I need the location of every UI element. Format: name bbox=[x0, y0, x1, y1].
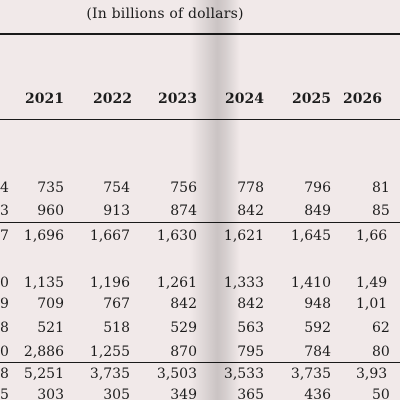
cell-2026: 81 bbox=[372, 180, 390, 196]
cell-2023: 874 bbox=[170, 203, 197, 219]
cell-fragment: 8 bbox=[0, 366, 9, 382]
cell-2023: 870 bbox=[170, 344, 197, 360]
cell-2021: 709 bbox=[37, 296, 64, 312]
cell-fragment: 5 bbox=[0, 387, 9, 400]
year-header-2021: 2021 bbox=[25, 91, 64, 107]
table-subtitle: (In billions of dollars) bbox=[86, 6, 244, 22]
header-bottom-rule bbox=[0, 119, 400, 120]
cell-2024: 778 bbox=[237, 180, 264, 196]
cell-2022: 305 bbox=[103, 387, 130, 400]
year-header-2026: 2026 bbox=[343, 91, 382, 107]
cell-2026: 1,01 bbox=[356, 296, 388, 312]
cell-2023: 529 bbox=[170, 320, 197, 336]
cell-2024: 563 bbox=[237, 320, 264, 336]
cell-2025: 796 bbox=[304, 180, 331, 196]
cell-2026: 1,66 bbox=[356, 228, 388, 244]
cell-2025: 592 bbox=[304, 320, 331, 336]
cell-2023: 1,261 bbox=[156, 275, 197, 291]
cell-fragment: 0 bbox=[0, 275, 9, 291]
cell-2025: 436 bbox=[304, 387, 331, 400]
cell-2023: 756 bbox=[170, 180, 197, 196]
cell-2026: 1,49 bbox=[356, 275, 388, 291]
cell-2025: 948 bbox=[304, 296, 331, 312]
year-header-2023: 2023 bbox=[158, 91, 197, 107]
cell-2024: 842 bbox=[237, 296, 264, 312]
cell-2023: 3,503 bbox=[156, 366, 197, 382]
cell-2021: 2,886 bbox=[23, 344, 64, 360]
cell-2025: 1,410 bbox=[290, 275, 331, 291]
cell-2026: 85 bbox=[372, 203, 390, 219]
cell-2021: 521 bbox=[37, 320, 64, 336]
cell-2024: 795 bbox=[237, 344, 264, 360]
cell-2024: 3,533 bbox=[223, 366, 264, 382]
cell-2023: 842 bbox=[170, 296, 197, 312]
cell-2025: 784 bbox=[304, 344, 331, 360]
cell-fragment: 4 bbox=[0, 180, 9, 196]
cell-2025: 849 bbox=[304, 203, 331, 219]
cell-fragment: 7 bbox=[0, 228, 9, 244]
cell-2022: 1,255 bbox=[89, 344, 130, 360]
cell-2023: 349 bbox=[170, 387, 197, 400]
cell-2021: 1,696 bbox=[23, 228, 64, 244]
cell-2026: 3,93 bbox=[356, 366, 388, 382]
cell-2024: 365 bbox=[237, 387, 264, 400]
cell-2023: 1,630 bbox=[156, 228, 197, 244]
year-header-2022: 2022 bbox=[93, 91, 132, 107]
cell-2022: 913 bbox=[103, 203, 130, 219]
cell-2025: 3,735 bbox=[290, 366, 331, 382]
cell-2025: 1,645 bbox=[290, 228, 331, 244]
year-header-2024: 2024 bbox=[225, 91, 264, 107]
cell-2022: 767 bbox=[103, 296, 130, 312]
cell-2024: 842 bbox=[237, 203, 264, 219]
cell-2026: 62 bbox=[372, 320, 390, 336]
cell-fragment: 8 bbox=[0, 320, 9, 336]
cell-fragment: 3 bbox=[0, 203, 9, 219]
cell-2021: 960 bbox=[37, 203, 64, 219]
cell-2021: 5,251 bbox=[23, 366, 64, 382]
cell-2022: 518 bbox=[103, 320, 130, 336]
cell-2026: 50 bbox=[372, 387, 390, 400]
cell-2024: 1,333 bbox=[223, 275, 264, 291]
cell-2022: 3,735 bbox=[89, 366, 130, 382]
total-rule bbox=[0, 362, 400, 363]
cell-fragment: 0 bbox=[0, 344, 9, 360]
cell-2021: 735 bbox=[37, 180, 64, 196]
cell-2026: 80 bbox=[372, 344, 390, 360]
cell-2021: 1,135 bbox=[23, 275, 64, 291]
cell-2024: 1,621 bbox=[223, 228, 264, 244]
year-header-2025: 2025 bbox=[292, 91, 331, 107]
cell-2022: 1,667 bbox=[89, 228, 130, 244]
scan-shadow bbox=[190, 0, 240, 400]
header-top-rule bbox=[0, 33, 400, 35]
cell-2022: 754 bbox=[103, 180, 130, 196]
cell-2022: 1,196 bbox=[89, 275, 130, 291]
cell-2021: 303 bbox=[37, 387, 64, 400]
cell-fragment: 9 bbox=[0, 296, 9, 312]
subtotal-rule bbox=[0, 222, 400, 223]
